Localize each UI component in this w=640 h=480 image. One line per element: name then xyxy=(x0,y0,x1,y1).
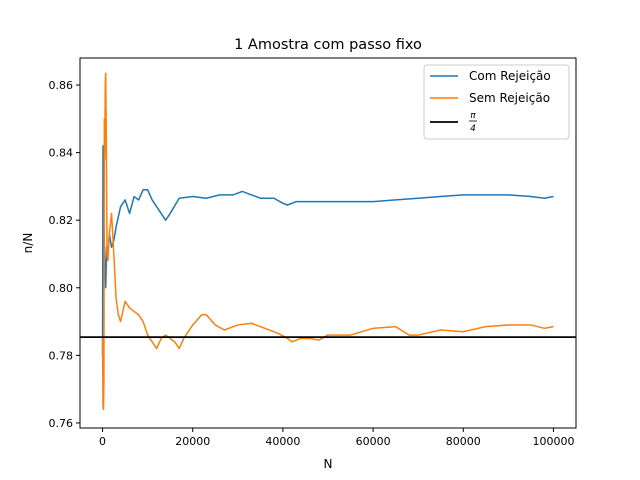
x-tick-label: 40000 xyxy=(265,435,300,448)
series-line-sem-rejeicao xyxy=(101,72,554,411)
legend-label-4: 4 xyxy=(470,124,476,134)
plot-frame xyxy=(79,57,577,429)
legend-label-pi: π xyxy=(470,111,476,121)
legend-label-sem-rejeicao: Sem Rejeição xyxy=(469,91,550,105)
plot-area xyxy=(80,72,576,411)
y-axis: 0.76 0.78 0.80 0.82 0.84 0.86 xyxy=(49,79,80,430)
y-tick-label: 0.80 xyxy=(49,282,74,295)
y-tick-label: 0.78 xyxy=(49,349,74,362)
legend-label-com-rejeicao: Com Rejeição xyxy=(469,69,551,83)
y-tick-label: 0.76 xyxy=(49,417,74,430)
x-axis-label: N xyxy=(324,457,333,471)
legend-box xyxy=(423,64,570,140)
legend: Com Rejeição Sem Rejeição π 4 xyxy=(423,64,570,140)
y-tick-label: 0.84 xyxy=(49,147,74,160)
x-tick-label: 0 xyxy=(99,435,106,448)
x-tick-label: 60000 xyxy=(356,435,391,448)
x-tick-label: 20000 xyxy=(175,435,210,448)
y-tick-label: 0.82 xyxy=(49,214,74,227)
chart-title: 1 Amostra com passo fixo xyxy=(234,37,422,53)
x-tick-label: 100000 xyxy=(532,435,574,448)
x-axis: 0 20000 40000 60000 80000 100000 xyxy=(99,428,574,448)
x-tick-label: 80000 xyxy=(446,435,481,448)
y-tick-label: 0.86 xyxy=(49,79,74,92)
y-axis-label: n/N xyxy=(21,233,35,254)
series-layer xyxy=(80,72,576,411)
